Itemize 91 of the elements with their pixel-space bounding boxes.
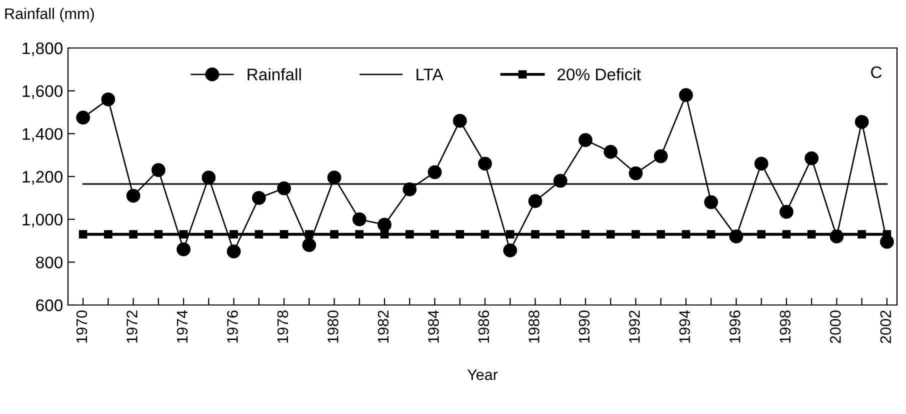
point xyxy=(830,230,844,244)
point xyxy=(252,190,266,205)
point xyxy=(302,238,316,252)
y-tick-label: 1,200 xyxy=(22,170,62,185)
x-tick-label: 1984 xyxy=(428,310,439,343)
point xyxy=(729,230,744,244)
point xyxy=(858,230,866,238)
x-tick-label: 1978 xyxy=(277,310,288,343)
point xyxy=(654,149,668,164)
point xyxy=(452,114,467,128)
point xyxy=(456,230,464,238)
point xyxy=(478,156,492,171)
x-tick-label: 1982 xyxy=(378,310,389,343)
annotation: C xyxy=(871,66,882,78)
x-tick-label: 1996 xyxy=(730,310,740,343)
x-tick-label: 1986 xyxy=(478,310,490,343)
x-tick-label: 1976 xyxy=(227,310,238,343)
x-tick-label: 1998 xyxy=(780,310,791,343)
point xyxy=(628,166,643,180)
point xyxy=(154,230,163,238)
x-tick-label: 1994 xyxy=(679,310,690,343)
x-tick-label: 2002 xyxy=(880,310,892,344)
legend-label: 20% Deficit xyxy=(558,68,641,80)
legend-label: Rainfall xyxy=(248,68,301,80)
point xyxy=(556,230,565,238)
x-tick-label: 1974 xyxy=(176,310,188,343)
x-tick-label: 1970 xyxy=(76,310,88,343)
point xyxy=(378,218,392,232)
point xyxy=(352,212,366,226)
point xyxy=(355,230,364,238)
point xyxy=(430,230,439,238)
x-tick-label: 1988 xyxy=(528,310,540,343)
point xyxy=(880,234,894,249)
point xyxy=(129,230,138,238)
point xyxy=(581,230,590,238)
point xyxy=(277,181,291,196)
point xyxy=(531,230,540,238)
y-tick-label: 1,000 xyxy=(22,214,62,228)
point xyxy=(176,242,190,256)
point xyxy=(78,230,88,238)
x-tick-label: 2000 xyxy=(830,310,841,344)
point xyxy=(151,163,166,178)
point xyxy=(503,243,518,258)
point xyxy=(807,230,816,238)
point xyxy=(754,156,768,171)
point xyxy=(226,244,241,258)
legend-label: LTA xyxy=(416,68,444,80)
point xyxy=(104,230,112,238)
point xyxy=(330,230,338,238)
x-axis-title: Year xyxy=(467,369,498,380)
x-tick-label: 1992 xyxy=(629,310,640,343)
point xyxy=(757,230,766,238)
point xyxy=(101,92,116,106)
point xyxy=(76,110,90,125)
point xyxy=(553,174,568,188)
y-tick-label: 1,400 xyxy=(22,128,62,142)
point xyxy=(480,230,490,238)
y-axis-title: Rainfall (mm) xyxy=(5,8,94,22)
point xyxy=(656,230,666,238)
x-tick-label: 1972 xyxy=(126,310,138,343)
point xyxy=(506,230,514,238)
point xyxy=(804,151,819,166)
point xyxy=(704,195,718,210)
point xyxy=(230,230,238,238)
point xyxy=(280,230,288,238)
point xyxy=(405,230,414,238)
point xyxy=(578,133,592,148)
point xyxy=(126,188,140,203)
point xyxy=(204,230,213,238)
point xyxy=(780,204,794,219)
point xyxy=(632,230,640,238)
y-tick-label: 1,800 xyxy=(22,42,62,56)
y-tick-label: 600 xyxy=(36,299,62,312)
point xyxy=(854,114,869,129)
point xyxy=(682,230,690,238)
point xyxy=(428,165,442,180)
x-tick-label: 1990 xyxy=(578,310,590,343)
point xyxy=(604,144,618,159)
point xyxy=(402,182,417,196)
point xyxy=(679,88,693,102)
point xyxy=(606,230,615,238)
point xyxy=(179,230,188,238)
point xyxy=(254,230,264,238)
x-tick-label: 1980 xyxy=(328,310,338,343)
point xyxy=(202,170,216,185)
y-tick-label: 1,600 xyxy=(22,85,62,100)
y-tick-label: 800 xyxy=(36,256,62,268)
point xyxy=(327,170,342,185)
point xyxy=(782,230,791,238)
point xyxy=(528,194,542,208)
point xyxy=(706,230,716,238)
